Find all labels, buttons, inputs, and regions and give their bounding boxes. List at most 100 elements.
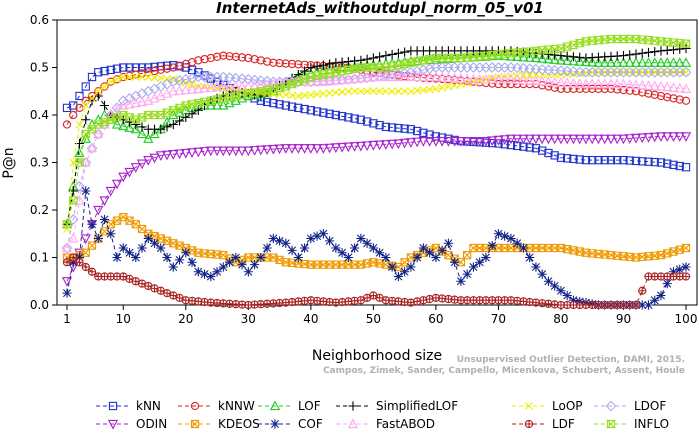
data-point-loop <box>394 87 403 96</box>
data-point-cof <box>306 233 316 244</box>
data-point-ldf <box>638 286 647 295</box>
data-point-loop <box>94 87 103 96</box>
data-point-knnw <box>175 61 184 70</box>
data-point-ldf <box>69 253 78 262</box>
data-point-loop <box>75 120 84 129</box>
data-point-loop <box>406 87 415 96</box>
data-point-knn <box>94 68 103 77</box>
legend-marker-lof <box>269 400 281 411</box>
data-point-simplifiedlof <box>650 47 660 57</box>
data-point-simplifiedlof <box>318 60 328 70</box>
data-point-loop <box>125 73 134 81</box>
data-point-fastabod <box>74 194 85 205</box>
data-point-knn <box>356 115 366 124</box>
data-point-fastabod <box>155 90 166 101</box>
data-point-odin <box>280 144 291 154</box>
data-point-knn <box>575 155 584 164</box>
data-point-knn <box>325 109 334 118</box>
legend-item-ldof: LDOF <box>594 399 666 413</box>
data-point-fastabod <box>643 80 654 90</box>
data-point-odin <box>630 133 642 144</box>
legend-item-simplifiedlof: SimplifiedLOF <box>336 399 458 413</box>
data-point-fastabod <box>136 96 148 107</box>
data-point-fastabod <box>530 75 542 86</box>
data-point-loop <box>106 77 115 86</box>
data-point-knnw <box>194 56 203 65</box>
data-point-simplifiedlof <box>162 122 172 132</box>
data-point-lof <box>630 57 642 67</box>
data-point-lof <box>580 56 592 67</box>
data-point-fastabod <box>230 80 241 91</box>
data-point-knnw <box>644 89 653 98</box>
data-point-cof <box>274 236 285 246</box>
data-point-fastabod <box>568 77 579 88</box>
data-point-fastabod <box>637 79 648 90</box>
data-point-ldof <box>680 66 692 78</box>
legend-label-cof: COF <box>298 417 323 431</box>
data-point-fastabod <box>674 82 685 93</box>
data-point-lof <box>143 133 154 143</box>
data-point-fastabod <box>93 128 104 139</box>
data-point-fastabod <box>605 78 617 89</box>
data-point-fastabod <box>393 71 404 82</box>
data-point-knnw <box>62 120 72 129</box>
data-point-odin <box>224 146 235 157</box>
data-point-lof <box>655 57 667 67</box>
data-point-cof <box>249 260 260 270</box>
data-point-lof <box>80 133 91 143</box>
data-point-lof <box>93 114 104 124</box>
data-point-cof <box>137 243 147 253</box>
data-point-cof <box>68 257 78 267</box>
data-point-fastabod <box>143 95 154 105</box>
data-point-cof <box>131 252 141 263</box>
data-point-odin <box>362 141 373 152</box>
data-point-knnw <box>556 84 566 94</box>
y-tick-label: 0.6 <box>30 13 49 27</box>
legend-item-lof: LOF <box>258 399 321 413</box>
data-point-simplifiedlof <box>187 109 197 119</box>
data-point-cof <box>156 243 166 253</box>
data-point-knnw <box>656 91 666 101</box>
legend-marker-odin <box>107 419 119 430</box>
data-point-fastabod <box>405 71 416 82</box>
data-point-cof <box>81 186 91 196</box>
data-point-lof <box>524 52 535 62</box>
data-point-knnw <box>125 71 134 80</box>
data-point-cof <box>550 281 560 291</box>
data-point-fastabod <box>236 80 248 91</box>
data-point-fastabod <box>624 78 635 89</box>
legend-item-knnw: kNNW <box>178 399 255 413</box>
data-point-loop <box>281 90 290 99</box>
data-point-odin <box>455 136 467 147</box>
data-point-knnw <box>575 84 584 94</box>
data-point-loop <box>113 75 122 84</box>
data-point-kdeos <box>681 243 691 253</box>
data-point-cof <box>425 248 435 258</box>
data-point-fastabod <box>261 79 273 89</box>
data-point-fastabod <box>180 84 191 95</box>
data-point-odin <box>424 136 435 147</box>
data-point-simplifiedlof <box>393 48 403 58</box>
data-point-odin <box>343 142 354 153</box>
data-point-odin <box>505 134 517 145</box>
data-point-odin <box>430 136 442 147</box>
data-point-odin <box>568 134 579 145</box>
data-point-cof <box>456 276 466 286</box>
data-point-knnw <box>269 58 278 67</box>
data-point-inflo <box>68 196 79 205</box>
legend-label-knn: kNN <box>136 399 161 413</box>
data-point-fastabod <box>487 73 498 84</box>
data-point-odin <box>168 150 179 160</box>
data-point-simplifiedlof <box>637 48 647 58</box>
y-tick-label: 0.5 <box>30 61 49 75</box>
data-point-fastabod <box>549 76 560 87</box>
data-point-inflo <box>681 39 691 48</box>
data-point-knn <box>106 65 115 75</box>
data-point-lof <box>86 118 98 129</box>
x-tick-label: 50 <box>366 312 381 326</box>
data-point-simplifiedlof <box>618 51 629 61</box>
x-tick-label: 40 <box>303 312 318 326</box>
data-point-knn <box>488 138 497 148</box>
data-point-simplifiedlof <box>299 66 310 76</box>
data-point-odin <box>443 136 454 147</box>
